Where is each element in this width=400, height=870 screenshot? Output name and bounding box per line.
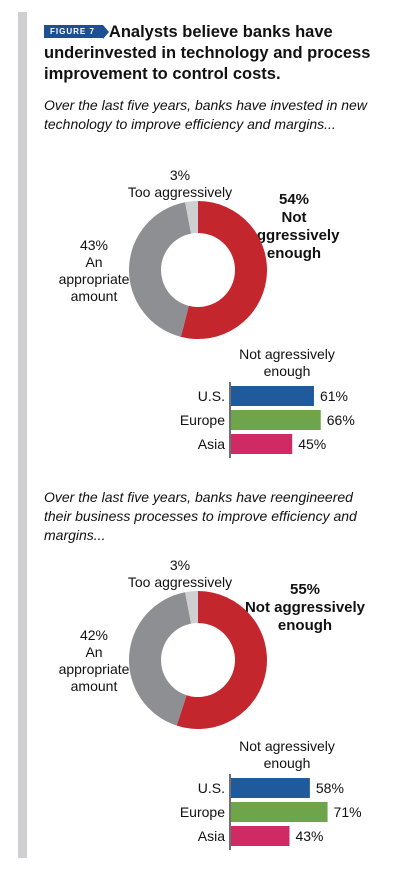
chart-2-slice-1: [176, 591, 268, 730]
chart-1-bar-2-value: 66%: [327, 412, 355, 428]
chart-2-bar-1: [231, 778, 310, 798]
figure-title: Analysts believe banks have underinveste…: [44, 23, 371, 83]
chart-2-bar-3-category: Asia: [198, 828, 225, 844]
chart-1-bar-2: [231, 410, 321, 430]
chart-2-slice-2: [128, 592, 192, 726]
chart-2-bar-2-value: 71%: [334, 804, 362, 820]
chart-1-bar-1-value: 61%: [320, 388, 348, 404]
chart-1-bar-1: [231, 386, 314, 406]
chart-1-slice-1: [180, 201, 268, 339]
chart-2-bars-title: Not agressively enough: [239, 738, 335, 771]
chart-1-slice-2: [129, 202, 192, 337]
chart-1-bar-3-category: Asia: [198, 436, 225, 452]
chart-1-bars-title: Not agressively enough: [239, 346, 335, 379]
chart-2-subtitle: Over the last five years, banks have ree…: [44, 489, 357, 543]
chart-1-not-aggressive-label: 54% Not aggressively enough: [248, 191, 340, 262]
chart-2-bar-1-value: 58%: [316, 780, 344, 796]
chart-1-bar-1-category: U.S.: [198, 388, 225, 404]
figure-header: FIGURE 7 Analysts believe banks have unde…: [44, 22, 392, 85]
chart-1-slice-3: [185, 201, 198, 234]
chart-2-not-aggressive-label: 55% Not aggressively enough: [244, 581, 366, 634]
chart-2-bar-1-category: U.S.: [198, 780, 225, 796]
chart-2-bar-2-category: Europe: [180, 804, 225, 820]
chart-2-bar-3-value: 43%: [295, 828, 323, 844]
chart-1-appropriate-label: 43% An appropriate amount: [58, 237, 130, 304]
chart-2-bar-3: [231, 826, 290, 846]
chart-1-bar-2-category: Europe: [180, 412, 225, 428]
chart-2-too-aggressive-label: 3% Too aggressively: [127, 557, 233, 590]
figure-side-rule: [18, 12, 27, 858]
chart-1-subtitle: Over the last five years, banks have inv…: [44, 97, 367, 132]
chart-1-bar-3: [231, 434, 293, 454]
chart-1-bar-3-value: 45%: [298, 436, 326, 452]
chart-2-appropriate-label: 42% An appropriate amount: [58, 627, 130, 694]
figure-badge: FIGURE 7: [44, 25, 109, 39]
chart-2-slice-3: [185, 591, 198, 624]
chart-2-bar-2: [231, 802, 328, 822]
chart-1-too-aggressive-label: 3% Too aggressively: [127, 167, 233, 200]
